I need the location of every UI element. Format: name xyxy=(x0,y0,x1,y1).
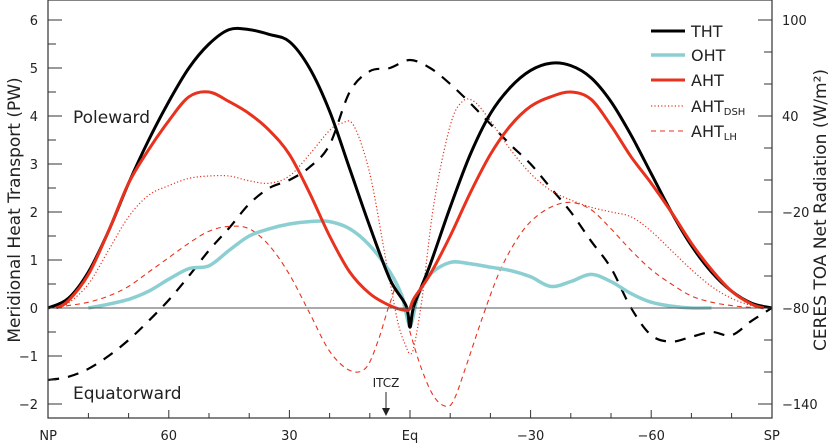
legend-label: AHT xyxy=(691,71,724,90)
y-tick-label-left: 6 xyxy=(30,14,38,29)
equatorward-annotation: Equatorward xyxy=(73,384,182,404)
y-tick-label-right: −140 xyxy=(782,398,818,413)
y-tick-label-left: 2 xyxy=(30,206,38,221)
series-tht xyxy=(47,26,773,329)
x-tick-label: 30 xyxy=(281,429,298,443)
legend-item-aht-dsh: AHTDSH xyxy=(651,97,745,118)
x-tick-label: SP xyxy=(764,429,780,443)
x-tick-label: −30 xyxy=(517,429,544,443)
y-tick-label-left: 3 xyxy=(30,158,38,173)
series-aht-lh xyxy=(48,201,772,408)
legend-label: AHTLH xyxy=(691,122,737,143)
poleward-annotation: Poleward xyxy=(73,108,150,128)
y-tick-label-left: −2 xyxy=(19,398,38,413)
y-tick-label-left: −1 xyxy=(19,350,38,365)
legend-label: OHT xyxy=(691,46,726,65)
y-tick-label-left: 4 xyxy=(30,110,38,125)
x-tick-label: Eq xyxy=(402,429,418,443)
y-tick-label-left: 5 xyxy=(30,62,38,77)
x-tick-label: NP xyxy=(39,429,57,443)
itcz-label: ITCZ xyxy=(373,376,400,390)
series-oht xyxy=(88,219,712,327)
y-axis-label-left: Meridional Heat Transport (PW) xyxy=(5,77,25,342)
x-tick-label: −60 xyxy=(637,429,664,443)
y-tick-label-right: −20 xyxy=(782,206,809,221)
y-tick-label-left: 1 xyxy=(30,254,38,269)
y-tick-label-right: −80 xyxy=(782,302,809,317)
itcz-arrow-icon xyxy=(382,408,390,416)
legend-label: THT xyxy=(690,22,723,41)
series-layer xyxy=(47,26,773,408)
legend-item-tht: THT xyxy=(651,22,723,41)
legend-label: AHTDSH xyxy=(691,97,745,118)
legend-item-aht-lh: AHTLH xyxy=(651,122,737,143)
series-ceres-toa-net-radiation xyxy=(48,58,773,382)
y-tick-label-left: 0 xyxy=(30,302,38,317)
legend-item-oht: OHT xyxy=(651,46,726,65)
y-tick-label-right: 40 xyxy=(782,110,799,125)
itcz-marker: ITCZ xyxy=(373,376,400,416)
y-axis-label-right: CERES TOA Net Radiation (W/m²) xyxy=(811,69,831,351)
legend: THT OHT AHT AHTDSH AHTLH xyxy=(651,22,745,143)
series-aht xyxy=(55,90,765,312)
series-aht-dsh xyxy=(55,98,764,355)
axis-ticks: NP 60 30 Eq −30 −60 SP 6 5 4 3 2 1 0 −1 −2 100 40 −20 −80 −1… xyxy=(19,14,818,443)
x-tick-label: 60 xyxy=(161,429,178,443)
legend-item-aht: AHT xyxy=(651,71,724,90)
plot-frame xyxy=(47,0,773,419)
y-tick-label-right: 100 xyxy=(782,14,807,29)
